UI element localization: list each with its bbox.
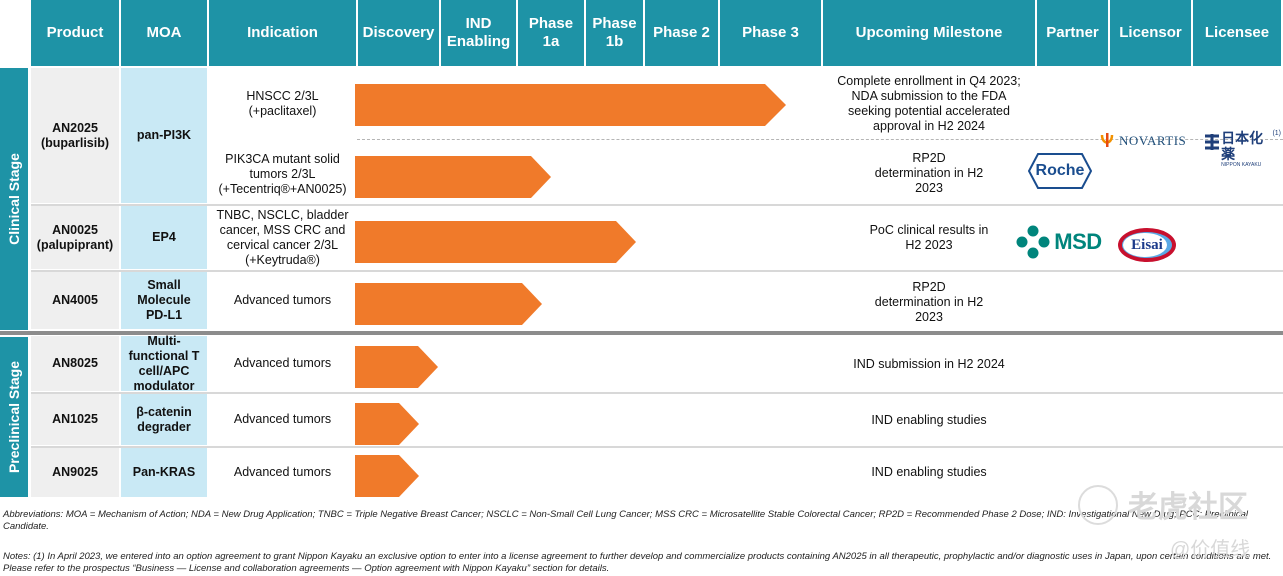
milestone-an2025-pik3ca: RP2D determination in H2 2023: [823, 150, 1035, 196]
product-an1025: AN1025: [31, 394, 119, 445]
header-ind-enabling: IND Enabling: [441, 0, 516, 66]
indication-divider: [357, 139, 1283, 140]
product-an2025: AN2025 (buparlisib): [31, 68, 119, 203]
milestone-an0025: PoC clinical results in H2 2023: [823, 216, 1035, 260]
moa-an0025: EP4: [121, 206, 207, 269]
watermark-text: 老虎社区: [1128, 491, 1248, 524]
product-an9025: AN9025: [31, 448, 119, 497]
header-licensor: Licensor: [1110, 0, 1191, 66]
indication-an9025: Advanced tumors: [209, 448, 356, 497]
row-divider: [31, 392, 1283, 394]
header-discovery: Discovery: [358, 0, 439, 66]
header-product: Product: [31, 0, 119, 66]
eisai-logo: Eisai: [1117, 227, 1177, 263]
header-partner: Partner: [1037, 0, 1108, 66]
milestone-an8025: IND submission in H2 2024: [823, 354, 1035, 374]
row-divider: [31, 446, 1283, 448]
stage-preclinical: Preclinical Stage: [0, 337, 28, 497]
header-phase3: Phase 3: [720, 0, 821, 66]
nippon-kayaku-logo: 日本化薬 (1) NIPPON KAYAKU: [1203, 130, 1281, 168]
abbreviations-note: Abbreviations: MOA = Mechanism of Action…: [3, 509, 1249, 532]
progress-arrow-an2025-hnscc: [355, 84, 786, 126]
footnote: Notes: (1) In April 2023, we entered int…: [3, 551, 1272, 574]
watermark-sub: @价值线: [1170, 539, 1251, 561]
product-an0025: AN0025 (palupiprant): [31, 206, 119, 269]
progress-arrow-an4005: [355, 283, 542, 325]
progress-arrow-an1025: [355, 403, 419, 445]
product-an8025: AN8025: [31, 336, 119, 391]
moa-an2025: pan-PI3K: [121, 68, 207, 203]
header-phase1b: Phase 1b: [586, 0, 643, 66]
moa-an1025: β-catenin degrader: [121, 394, 207, 445]
header-indication: Indication: [209, 0, 356, 66]
milestone-an9025: IND enabling studies: [823, 462, 1035, 482]
novartis-logo: NOVARTIS: [1099, 130, 1192, 152]
indication-an0025: TNBC, NSCLC, bladder cancer, MSS CRC and…: [209, 206, 356, 269]
indication-an4005: Advanced tumors: [209, 272, 356, 329]
watermark-logo-icon: [1078, 485, 1118, 525]
product-an4005: AN4005: [31, 272, 119, 329]
milestone-an1025: IND enabling studies: [823, 410, 1035, 430]
stage-separator: [0, 331, 1283, 335]
row-divider: [31, 204, 1283, 206]
header-moa: MOA: [121, 0, 207, 66]
indication-hnscc: HNSCC 2/3L (+paclitaxel): [209, 74, 356, 134]
roche-logo: Roche: [1028, 153, 1092, 189]
progress-arrow-an8025: [355, 346, 438, 388]
milestone-an4005: RP2D determination in H2 2023: [823, 280, 1035, 324]
header-phase1a: Phase 1a: [518, 0, 584, 66]
moa-an4005: Small Molecule PD-L1: [121, 272, 207, 329]
msd-logo: MSD: [1014, 224, 1104, 260]
moa-an8025: Multi-functional T cell/APC modulator: [121, 334, 207, 393]
progress-arrow-an9025: [355, 455, 419, 497]
header-phase2: Phase 2: [645, 0, 718, 66]
header-licensee: Licensee: [1193, 0, 1281, 66]
row-divider: [31, 270, 1283, 272]
progress-arrow-an0025: [355, 221, 636, 263]
indication-an1025: Advanced tumors: [209, 394, 356, 445]
stage-clinical: Clinical Stage: [0, 68, 28, 330]
progress-arrow-an2025-pik3ca: [355, 156, 551, 198]
indication-an8025: Advanced tumors: [209, 336, 356, 391]
header-milestone: Upcoming Milestone: [823, 0, 1035, 66]
moa-an9025: Pan-KRAS: [121, 448, 207, 497]
indication-pik3ca: PIK3CA mutant solid tumors 2/3L (+Tecent…: [209, 146, 356, 202]
milestone-an2025-hnscc: Complete enrollment in Q4 2023; NDA subm…: [823, 72, 1035, 136]
